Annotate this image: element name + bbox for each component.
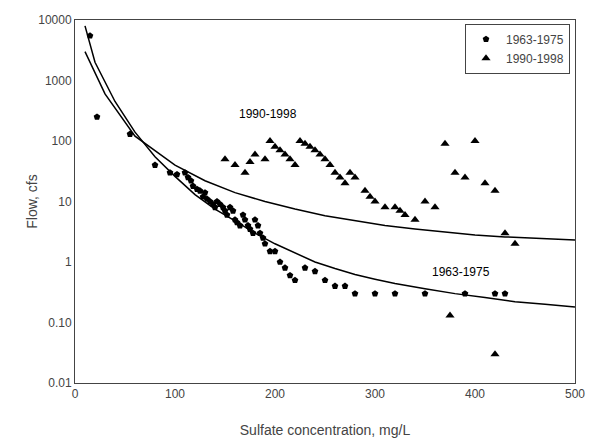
svg-text:1963-1975: 1963-1975 (506, 33, 564, 47)
svg-text:300: 300 (365, 387, 385, 401)
svg-text:1963-1975: 1963-1975 (432, 265, 490, 279)
svg-text:100: 100 (165, 387, 185, 401)
svg-text:500: 500 (565, 387, 585, 401)
svg-text:100: 100 (52, 134, 72, 148)
svg-text:Sulfate concentration, mg/L: Sulfate concentration, mg/L (240, 422, 411, 438)
svg-text:0: 0 (72, 387, 79, 401)
svg-text:10: 10 (58, 195, 72, 209)
svg-text:1: 1 (65, 255, 72, 269)
svg-text:1000: 1000 (45, 74, 72, 88)
svg-text:1990-1998: 1990-1998 (239, 107, 297, 121)
svg-text:0.01: 0.01 (48, 376, 72, 390)
svg-text:1990-1998: 1990-1998 (506, 52, 564, 66)
svg-text:400: 400 (465, 387, 485, 401)
svg-text:Flow, cfs: Flow, cfs (24, 174, 40, 228)
svg-text:10000: 10000 (38, 13, 72, 27)
svg-text:0.10: 0.10 (48, 316, 72, 330)
svg-text:200: 200 (265, 387, 285, 401)
